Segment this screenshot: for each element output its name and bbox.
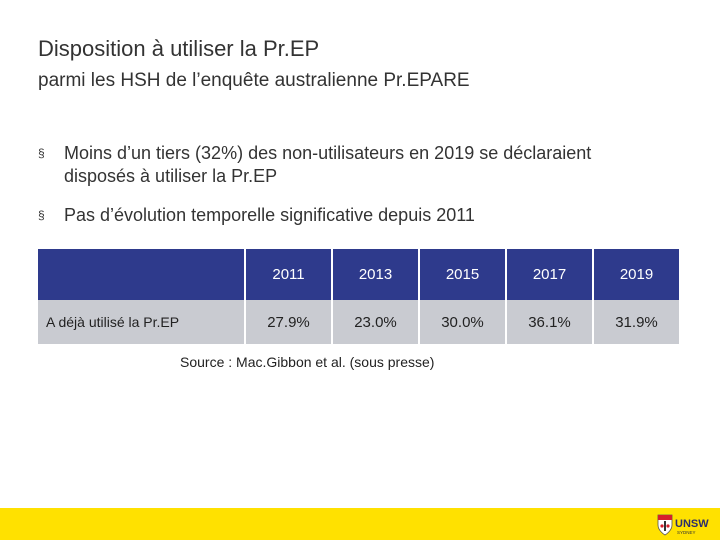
bullet-item: § Pas d’évolution temporelle significati… bbox=[38, 204, 658, 227]
data-table: 2011 2013 2015 2017 2019 A déjà utilisé … bbox=[36, 249, 681, 344]
table-header-year: 2013 bbox=[333, 249, 418, 300]
bullet-text: Moins d’un tiers (32%) des non-utilisate… bbox=[64, 143, 592, 186]
slide-subtitle: parmi les HSH de l’enquête australienne … bbox=[38, 70, 470, 91]
bullet-text: Pas d’évolution temporelle significative… bbox=[64, 205, 475, 225]
unsw-crest-icon bbox=[657, 514, 673, 536]
table-row: A déjà utilisé la Pr.EP 27.9% 23.0% 30.0… bbox=[38, 300, 679, 344]
bullet-item: § Moins d’un tiers (32%) des non-utilisa… bbox=[38, 142, 638, 188]
slide-title: Disposition à utiliser la Pr.EP bbox=[38, 36, 320, 61]
table-header-year: 2011 bbox=[246, 249, 331, 300]
bullet-marker-icon: § bbox=[38, 146, 45, 160]
table-cell: 23.0% bbox=[333, 300, 418, 344]
logo-subtext: SYDNEY bbox=[677, 530, 696, 535]
table-header-corner bbox=[38, 249, 244, 300]
table-header-year: 2019 bbox=[594, 249, 679, 300]
table-cell: 31.9% bbox=[594, 300, 679, 344]
footer-bar bbox=[0, 508, 720, 540]
table-cell: 30.0% bbox=[420, 300, 505, 344]
unsw-logo: UNSW SYDNEY bbox=[657, 514, 709, 536]
logo-text: UNSW bbox=[675, 518, 709, 530]
table-cell: 36.1% bbox=[507, 300, 592, 344]
table-header-year: 2017 bbox=[507, 249, 592, 300]
source-citation: Source : Mac.Gibbon et al. (sous presse) bbox=[180, 354, 435, 370]
table-cell: 27.9% bbox=[246, 300, 331, 344]
table-header-year: 2015 bbox=[420, 249, 505, 300]
table-header-row: 2011 2013 2015 2017 2019 bbox=[38, 249, 679, 300]
bullet-marker-icon: § bbox=[38, 208, 45, 222]
table-row-label: A déjà utilisé la Pr.EP bbox=[38, 300, 244, 344]
